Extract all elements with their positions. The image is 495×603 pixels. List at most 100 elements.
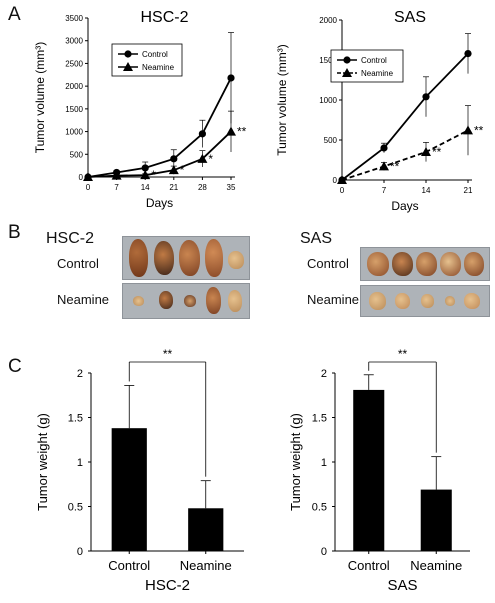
line-chart-0-y-tick-label: 500 — [70, 150, 84, 159]
line-chart-1-y-tick-label: 1500 — [319, 56, 337, 65]
bar-chart-3-title: SAS — [387, 577, 417, 594]
line-chart-0-legend-marker — [124, 50, 132, 58]
line-chart-1-x-tick-label: 0 — [340, 186, 345, 195]
line-chart-1-series-1-point — [337, 175, 347, 184]
line-chart-1-x-tick-label: 7 — [382, 186, 387, 195]
tumor-specimen — [464, 252, 484, 276]
tumor-specimen — [369, 292, 386, 310]
line-chart-0-y-tick-label: 3000 — [65, 37, 83, 46]
bar-chart-2-significance-mark: ** — [163, 347, 173, 361]
bar-chart-2-y-tick-label: 1.5 — [68, 413, 83, 425]
tumor-specimen — [464, 293, 480, 309]
line-chart-0-series-1-point — [111, 170, 122, 180]
line-chart-0-legend-label: Neamine — [142, 63, 175, 72]
line-chart-1-series-1-line — [341, 129, 469, 181]
bar-chart-2-title: HSC-2 — [145, 577, 190, 594]
line-chart-0-series-0-line — [87, 77, 232, 178]
tumor-specimen — [228, 290, 242, 312]
photo-row-label-sas-control: Control — [307, 256, 349, 271]
line-chart-1-x-tick-label: 14 — [422, 186, 431, 195]
line-chart-1-series-1-point — [379, 161, 389, 171]
panel-label-a: A — [8, 4, 21, 25]
line-chart-1-legend-label: Neamine — [361, 69, 394, 78]
line-chart-1-x-axis-label: Days — [391, 199, 418, 213]
bar-chart-2-category-label: Neamine — [180, 558, 232, 573]
line-chart-1-significance-mark: ** — [474, 123, 484, 137]
tumor-specimen — [205, 239, 223, 277]
tumor-photo-sas-control — [360, 247, 490, 281]
line-chart-0-significance-mark: ** — [237, 125, 247, 139]
tumor-photo-hsc2-control — [122, 236, 250, 280]
line-chart-0-significance-mark: * — [180, 163, 185, 177]
bar-chart-2-y-tick-label: 0 — [77, 546, 83, 558]
line-chart-1-significance-mark: ** — [432, 145, 442, 159]
bar-chart-2-y-tick-label: 0.5 — [68, 502, 83, 514]
line-chart-0-x-axis-label: Days — [146, 196, 173, 210]
line-chart-0-series-0-point — [198, 130, 206, 138]
photo-row-label-hsc2-control: Control — [57, 256, 99, 271]
bar-chart-3-category-label: Neamine — [410, 558, 462, 573]
tumor-specimen — [395, 293, 410, 309]
line-chart-1-y-tick-label: 1000 — [319, 96, 337, 105]
line-chart-0-x-tick-label: 14 — [141, 183, 150, 192]
bar-chart-3-y-tick-label: 1.5 — [312, 413, 327, 425]
line-chart-0-series-1-point — [83, 172, 93, 181]
line-chart-1-y-tick-label: 500 — [324, 136, 338, 145]
line-chart-0-significance-mark: * — [208, 152, 213, 166]
bar-chart-3-category-label: Control — [348, 558, 390, 573]
tumor-specimen — [184, 295, 196, 307]
bar-chart-3-y-tick-label: 1 — [321, 457, 327, 469]
line-chart-1-series-0-point — [464, 50, 472, 58]
line-chart-0-title: HSC-2 — [140, 9, 188, 26]
line-chart-0-series-0-point — [170, 155, 178, 163]
line-chart-1-series-0-line — [341, 52, 469, 181]
tumor-specimen — [445, 296, 455, 306]
bar-chart-2-y-tick-label: 2 — [77, 368, 83, 380]
tumor-specimen — [416, 252, 437, 276]
line-chart-1-y-tick-label: 0 — [333, 176, 338, 185]
line-chart-0-significance-mark: * — [151, 168, 156, 182]
line-chart-1-y-axis-label: Tumor volume (mm³) — [275, 44, 289, 156]
bar-chart-3-y-tick-label: 0.5 — [312, 502, 327, 514]
line-chart-0-series-1-point — [226, 126, 236, 136]
line-chart-1-significance-mark: ** — [390, 159, 400, 173]
line-chart-1-legend-marker — [342, 68, 352, 77]
tumor-specimen — [367, 252, 389, 276]
line-chart-0-x-tick-label: 0 — [86, 183, 91, 192]
tumor-specimen — [159, 291, 173, 309]
tumor-specimen — [440, 252, 461, 276]
line-chart-1-series-0-point — [380, 144, 388, 152]
tumor-specimen — [179, 240, 200, 276]
bar-chart-3-significance-mark: ** — [398, 347, 408, 361]
tumor-specimen — [228, 251, 244, 269]
line-chart-0-legend-marker — [123, 62, 133, 71]
line-chart-0-x-tick-label: 35 — [227, 183, 236, 192]
line-chart-0-series-1-point — [168, 165, 179, 175]
line-chart-1-legend-marker — [343, 56, 351, 64]
line-chart-0-series-1-line — [87, 130, 232, 178]
line-chart-0-y-tick-label: 2500 — [65, 59, 83, 68]
panel-label-c: C — [8, 356, 22, 377]
line-chart-0-x-tick-label: 7 — [114, 183, 119, 192]
bar-chart-2-bar-control — [111, 428, 147, 551]
tumor-photo-sas-neamine — [360, 285, 490, 317]
line-chart-1-legend-label: Control — [361, 56, 387, 65]
bar-chart-3-bar-neamine — [420, 489, 452, 551]
bar-chart-3-bar-control — [353, 389, 385, 551]
line-chart-0-series-0-point — [227, 74, 235, 82]
bar-chart-3-y-axis-label: Tumor weight (g) — [288, 413, 303, 511]
line-chart-0-series-1-point — [197, 153, 208, 163]
tumor-specimen — [154, 241, 174, 275]
line-chart-1-series-1-point — [463, 125, 473, 135]
line-chart-0-x-tick-label: 28 — [198, 183, 207, 192]
bar-chart-2-y-tick-label: 1 — [77, 457, 83, 469]
line-chart-0-y-tick-label: 1000 — [65, 128, 83, 137]
tumor-specimen — [206, 287, 221, 314]
tumor-photo-hsc2-neamine — [122, 283, 250, 319]
tumor-specimen — [129, 239, 148, 277]
line-chart-1-title: SAS — [394, 9, 426, 26]
line-chart-1-x-tick-label: 21 — [464, 186, 473, 195]
tumor-specimen — [421, 294, 434, 308]
line-chart-0-y-axis-label: Tumor volume (mm³) — [33, 42, 47, 154]
